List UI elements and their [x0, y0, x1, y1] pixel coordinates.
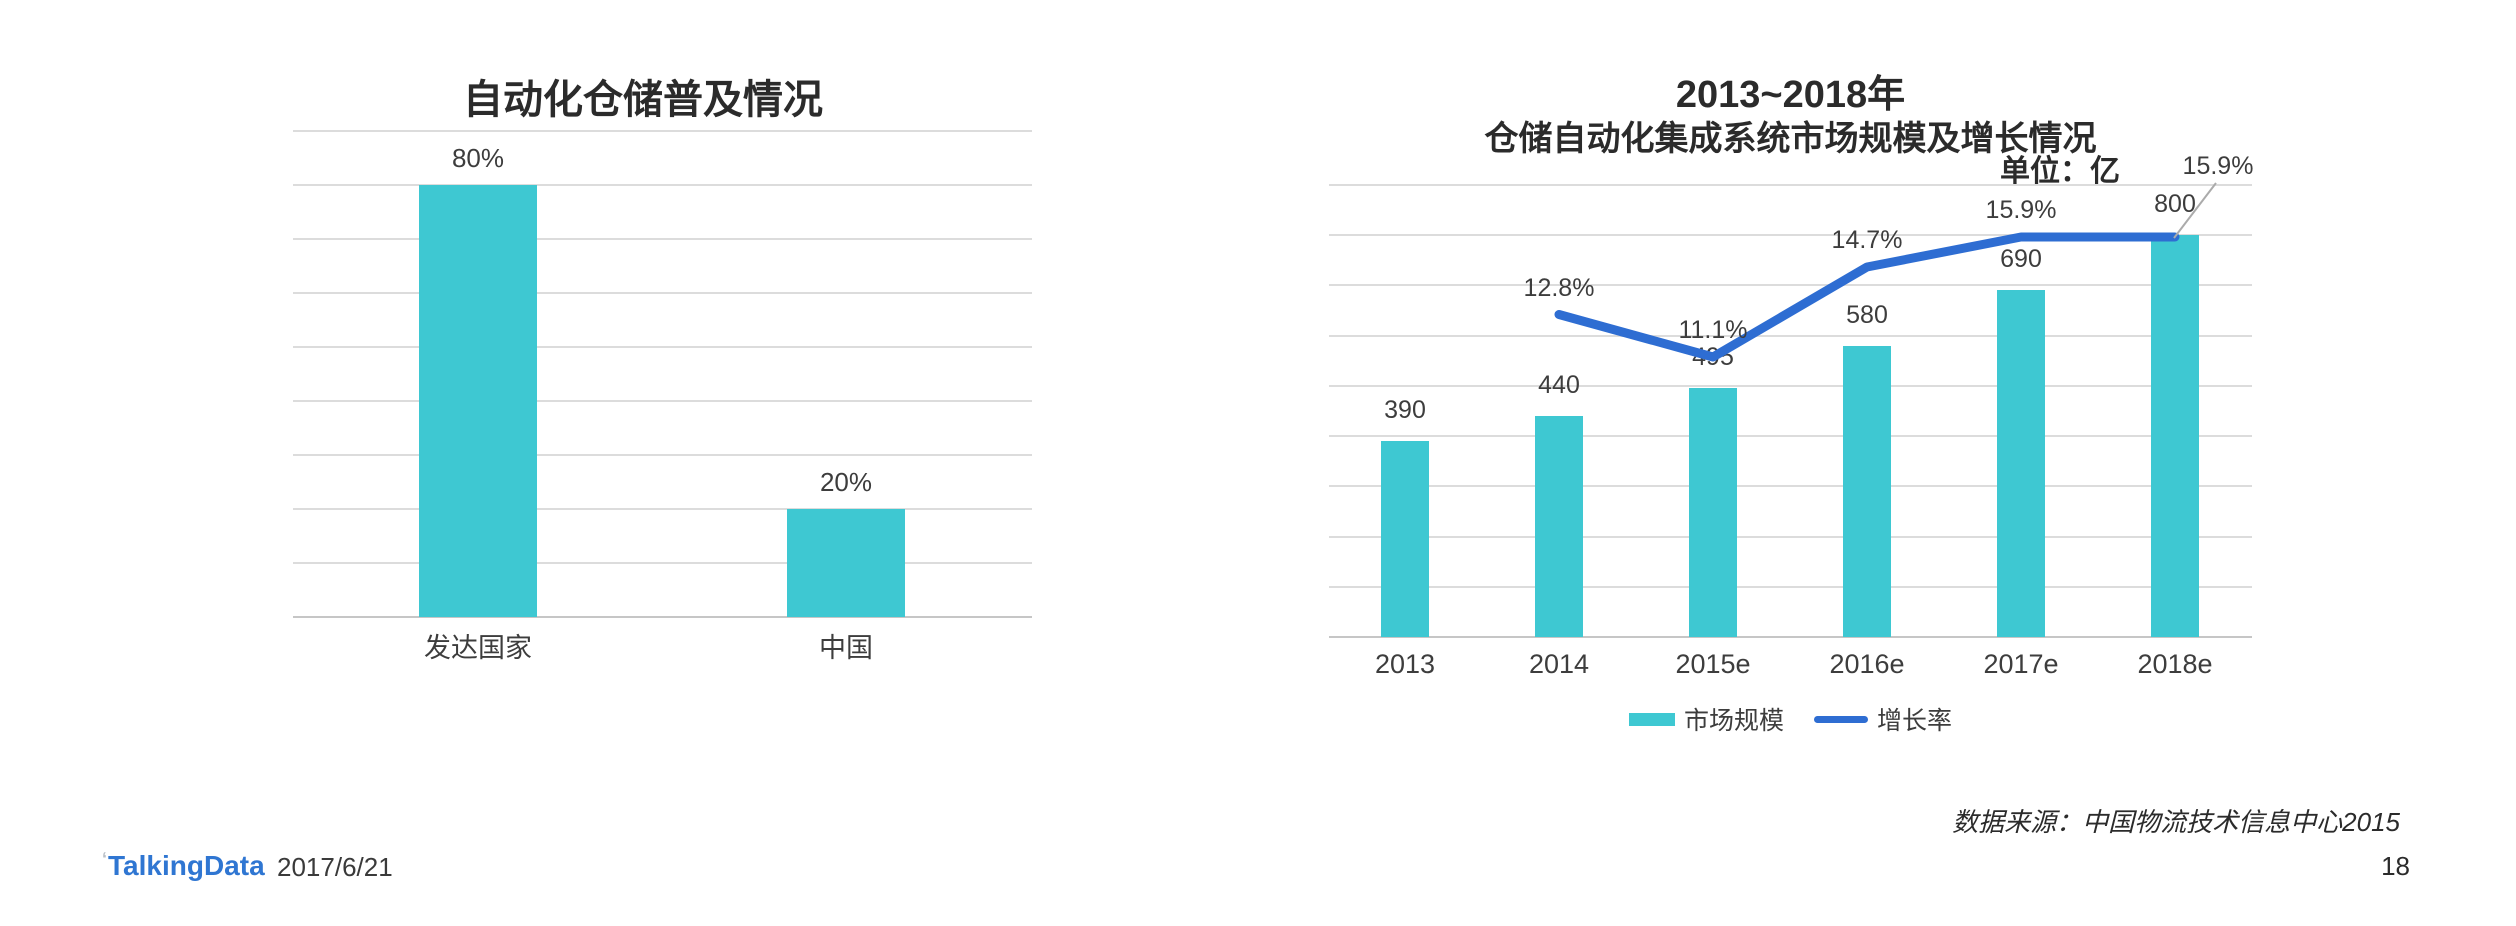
growth-rate-label: 12.8%: [1523, 273, 1595, 302]
line-series-swatch: [1814, 715, 1868, 723]
bar-2018e: [2151, 235, 2199, 637]
gridline: [293, 454, 1032, 456]
category-label: 发达国家: [424, 633, 532, 663]
growth-rate-callout-label: 15.9%: [2182, 152, 2254, 180]
bar-value-label: 80%: [451, 143, 505, 173]
talkingdata-logo: ʻTalkingData: [102, 849, 265, 882]
footer-date: 2017/6/21: [277, 852, 393, 882]
gridline: [1329, 184, 2252, 186]
legend-item-growth-rate: 增长率: [1814, 701, 1952, 737]
growth-rate-label: 14.7%: [1831, 226, 1903, 254]
page-number: 18: [2381, 851, 2410, 881]
bar-value-label: 440: [1538, 371, 1580, 399]
gridline: [293, 292, 1032, 294]
left-chart-plot-area: 80% 发达国家 20% 中国: [293, 130, 1032, 662]
bar-series-swatch: [1628, 712, 1675, 726]
gridline: [1329, 536, 2252, 538]
x-axis-line: [1329, 636, 2252, 638]
category-label: 2016e: [1829, 649, 1905, 679]
bar-2017e: [1997, 290, 2045, 637]
bar-value-label: 800: [2154, 190, 2196, 218]
right-chart-title-line2: 仓储自动化集成系统市场规模及增长情况: [1484, 120, 2097, 159]
legend-label: 增长率: [1877, 707, 1953, 735]
category-label: 2014: [1528, 649, 1590, 679]
category-label: 中国: [819, 633, 873, 663]
right-chart-title-line1: 2013~2018年: [1675, 73, 1906, 116]
right-chart-plot-area: 390 2013 440 2014 495 2015e 580 2016e 690 2017e 80…: [1329, 153, 2253, 678]
callout-leader-line: [2173, 182, 2217, 239]
unit-label: 单位：亿: [2000, 155, 2120, 188]
gridline: [293, 562, 1032, 564]
gridline: [1329, 234, 2252, 236]
gridline: [293, 508, 1032, 510]
gridline: [293, 238, 1032, 240]
growth-rate-label: 11.1%: [1678, 316, 1748, 344]
category-label: 2018e: [2137, 649, 2213, 679]
gridline: [1329, 284, 2252, 286]
left-chart-title: 自动化仓储普及情况: [463, 78, 823, 123]
logo-tick-icon: ʻ: [102, 849, 108, 869]
gridline: [1329, 485, 2252, 487]
growth-rate-label: 15.9%: [1985, 196, 2057, 224]
gridline: [1329, 586, 2252, 588]
data-source-note: 数据来源：中国物流技术信息中心2015: [1952, 807, 2400, 837]
gridline: [293, 130, 1032, 132]
category-label: 2013: [1374, 649, 1436, 679]
category-label: 2017e: [1983, 649, 2059, 679]
bar-中国: [787, 509, 905, 617]
bar-value-label: 390: [1384, 396, 1426, 424]
bar-2016e: [1843, 346, 1891, 637]
gridline: [293, 184, 1032, 186]
bar-2013: [1381, 441, 1429, 637]
category-label: 2015e: [1675, 649, 1751, 679]
legend-label: 市场规模: [1683, 707, 1784, 735]
bar-发达国家: [419, 185, 537, 617]
x-axis-line: [293, 616, 1032, 618]
legend-item-market-size: 市场规模: [1628, 701, 1784, 737]
gridline: [1329, 435, 2252, 437]
right-chart-legend: 市场规模 增长率: [1329, 701, 2252, 737]
logo-text: TalkingData: [108, 850, 265, 881]
gridline: [1329, 385, 2252, 387]
bar-value-label: 690: [2000, 245, 2042, 273]
bar-value-label: 580: [1846, 301, 1888, 329]
growth-rate-line: [1554, 182, 2217, 362]
bar-2014: [1535, 416, 1583, 637]
bar-value-label: 20%: [819, 467, 873, 497]
gridline: [293, 400, 1032, 402]
gridline: [1329, 335, 2252, 337]
gridline: [293, 346, 1032, 348]
bar-2015e: [1689, 388, 1737, 637]
